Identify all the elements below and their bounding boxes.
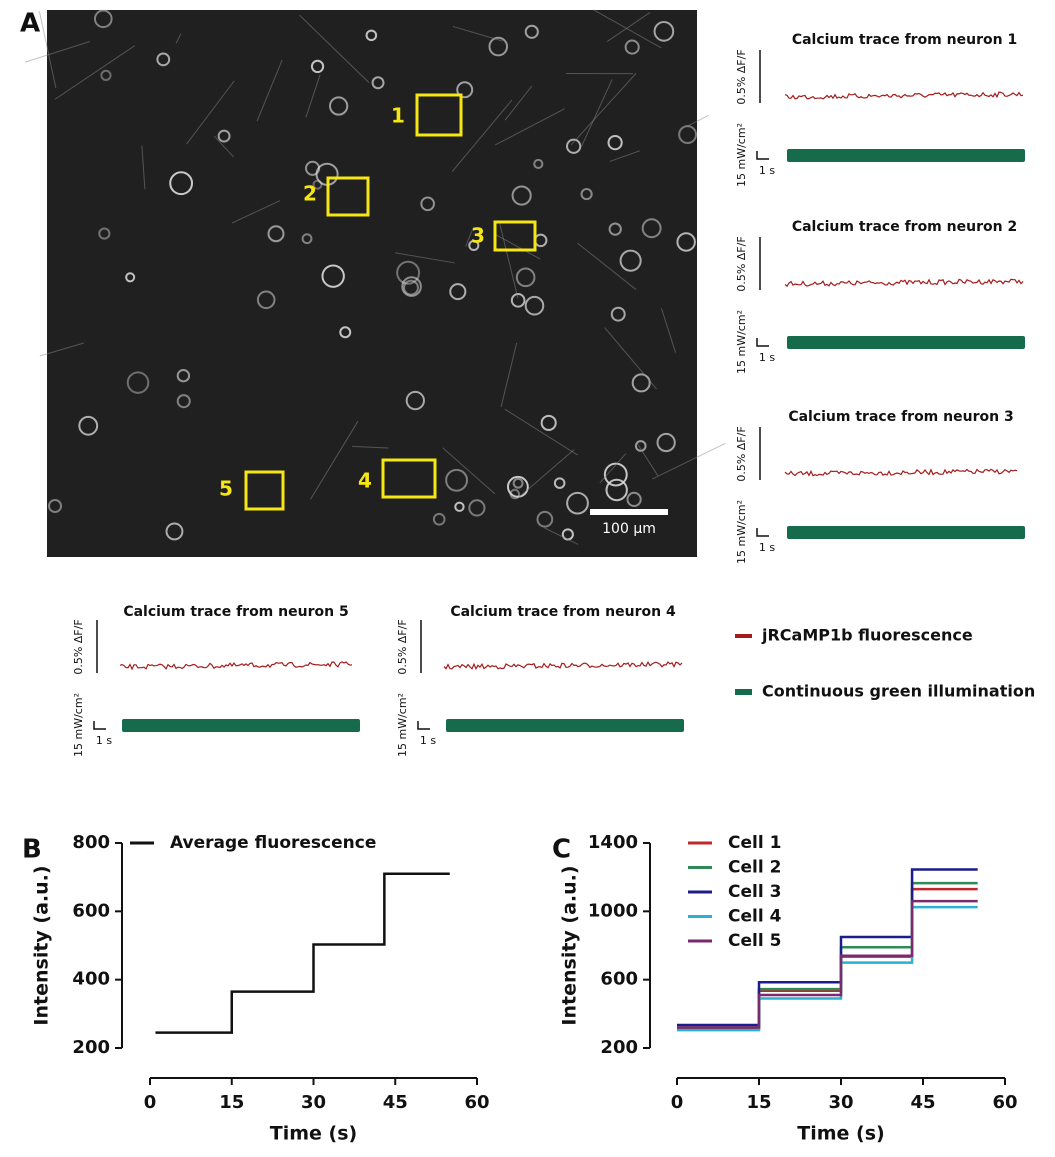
legend-label: Average fluorescence — [170, 833, 376, 853]
calcium-trace — [785, 469, 1017, 475]
trace-title: Calcium trace from neuron 1 — [792, 32, 1017, 48]
x-tick-label: 60 — [464, 1092, 489, 1113]
time-scale-label: 1 s — [420, 734, 436, 747]
legend-label: Cell 2 — [728, 858, 781, 878]
power-scale-label: 15 mW/cm² — [396, 693, 409, 757]
y-tick-label: 400 — [72, 969, 110, 990]
y-tick-label: 200 — [600, 1037, 638, 1058]
time-scale-label: 1 s — [759, 541, 775, 554]
calcium-trace — [120, 662, 352, 669]
time-scale-label: 1 s — [759, 351, 775, 364]
time-scale-bar — [757, 338, 769, 346]
series-line — [677, 869, 978, 1024]
x-tick-label: 30 — [828, 1092, 853, 1113]
series-line — [677, 889, 978, 1028]
x-axis-label: Time (s) — [797, 1123, 884, 1145]
series-line — [677, 907, 978, 1030]
panel-label: A — [20, 9, 40, 39]
power-scale-label: 15 mW/cm² — [72, 693, 85, 757]
y-tick-label: 800 — [72, 832, 110, 853]
time-scale-bar — [94, 721, 106, 729]
x-tick-label: 45 — [383, 1092, 408, 1113]
trace-title: Calcium trace from neuron 5 — [123, 604, 348, 620]
y-axis-label: Intensity (a.u.) — [559, 865, 581, 1025]
x-tick-label: 15 — [746, 1092, 771, 1113]
legend-label: Continuous green illumination — [762, 682, 1035, 701]
legend-label: Cell 3 — [728, 882, 781, 902]
x-tick-label: 0 — [144, 1092, 157, 1113]
neuron-label: 4 — [358, 469, 372, 493]
trace-title: Calcium trace from neuron 4 — [450, 604, 676, 620]
panel-label: B — [22, 835, 42, 865]
series-line — [677, 883, 978, 1027]
neuron-label: 1 — [391, 104, 405, 128]
time-scale-label: 1 s — [96, 734, 112, 747]
y-axis-label: Intensity (a.u.) — [31, 865, 53, 1025]
calcium-trace — [444, 662, 682, 669]
calcium-trace — [785, 279, 1023, 286]
series-line — [155, 874, 449, 1033]
x-axis-label: Time (s) — [270, 1123, 357, 1145]
illumination-bar — [787, 149, 1025, 162]
x-tick-label: 0 — [671, 1092, 684, 1113]
x-tick-label: 60 — [992, 1092, 1017, 1113]
micrograph — [47, 10, 697, 557]
illumination-bar — [122, 719, 360, 732]
x-tick-label: 15 — [219, 1092, 244, 1113]
illumination-bar — [787, 526, 1025, 539]
neuron-label: 3 — [471, 224, 485, 248]
df-scale-label: 0.5% ΔF/F — [735, 236, 748, 291]
legend-label: Cell 1 — [728, 833, 781, 853]
y-tick-label: 600 — [600, 969, 638, 990]
series-line — [677, 901, 978, 1027]
power-scale-label: 15 mW/cm² — [735, 500, 748, 564]
y-tick-label: 600 — [72, 900, 110, 921]
y-tick-label: 1000 — [588, 900, 638, 921]
panel-label: C — [552, 835, 571, 865]
y-tick-label: 1400 — [588, 832, 638, 853]
legend-label: jRCaMP1b fluorescence — [761, 626, 973, 645]
trace-title: Calcium trace from neuron 3 — [788, 409, 1013, 425]
scale-bar-label: 100 µm — [602, 521, 656, 537]
legend-label: Cell 5 — [728, 931, 781, 951]
df-scale-label: 0.5% ΔF/F — [735, 49, 748, 104]
neuron-label: 2 — [303, 182, 317, 206]
time-scale-bar — [757, 528, 769, 536]
y-tick-label: 200 — [72, 1037, 110, 1058]
time-scale-label: 1 s — [759, 164, 775, 177]
x-tick-label: 45 — [910, 1092, 935, 1113]
illumination-bar — [446, 719, 684, 732]
df-scale-label: 0.5% ΔF/F — [72, 619, 85, 674]
figure: A 100 µm jRCaMP1b fluorescence Continuou… — [0, 0, 1055, 1157]
df-scale-label: 0.5% ΔF/F — [396, 619, 409, 674]
illumination-bar — [787, 336, 1025, 349]
power-scale-label: 15 mW/cm² — [735, 310, 748, 374]
trace-title: Calcium trace from neuron 2 — [792, 219, 1017, 235]
neuron-label: 5 — [219, 477, 233, 501]
power-scale-label: 15 mW/cm² — [735, 123, 748, 187]
x-tick-label: 30 — [301, 1092, 326, 1113]
legend-label: Cell 4 — [728, 907, 782, 927]
calcium-trace — [785, 92, 1023, 99]
time-scale-bar — [757, 151, 769, 159]
time-scale-bar — [418, 721, 430, 729]
df-scale-label: 0.5% ΔF/F — [735, 426, 748, 481]
